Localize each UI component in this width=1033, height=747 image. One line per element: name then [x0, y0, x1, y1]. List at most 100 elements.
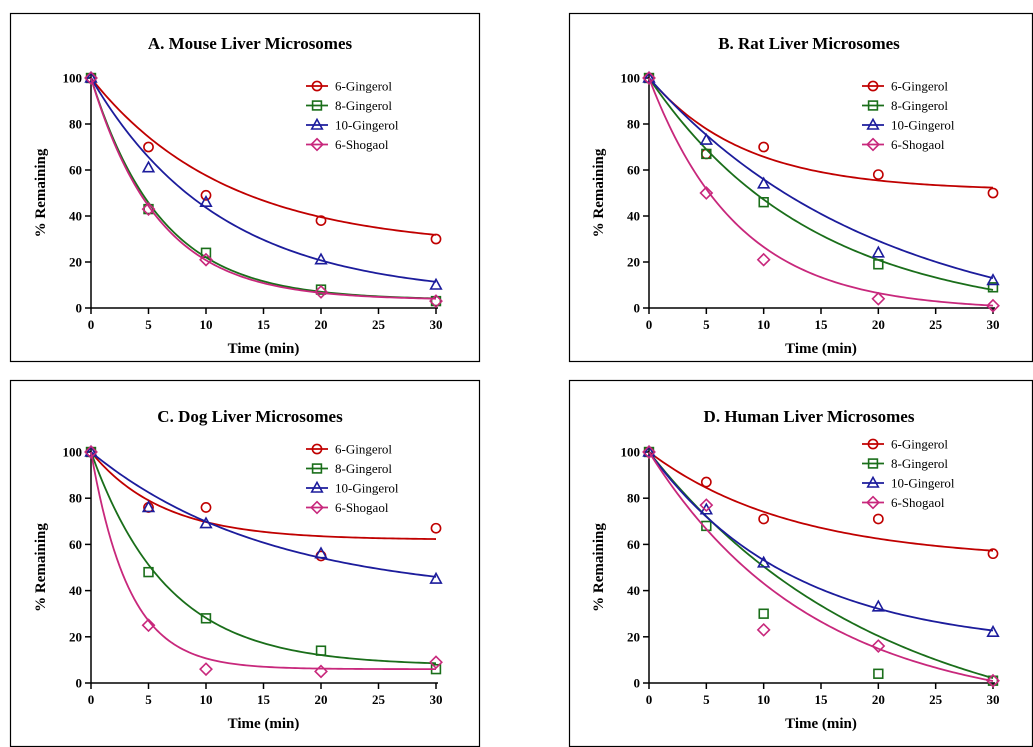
series-10-gingerol	[642, 70, 1000, 286]
data-point-8-gingerol	[873, 259, 884, 270]
data-point-8-gingerol	[758, 608, 769, 619]
panel-frame	[9, 12, 481, 363]
y-tick-label: 20	[69, 629, 82, 644]
series-6-shogaol	[84, 71, 443, 309]
legend-marker-6-shogaol	[310, 137, 324, 152]
y-axis-label: % Remaining	[33, 523, 49, 612]
fit-curve-6-gingerol	[90, 77, 437, 236]
data-point-8-gingerol	[200, 613, 212, 624]
legend-marker-6-shogaol	[866, 495, 880, 510]
legend-marker-6-gingerol	[867, 80, 879, 92]
legend-label-6-gingerol: 6-Gingerol	[891, 437, 948, 452]
legend-marker-6-shogaol	[866, 137, 880, 152]
y-tick-label: 100	[621, 445, 641, 460]
data-point-10-gingerol	[429, 571, 443, 584]
panel-b-rat-liver-microsomes: B. Rat Liver Microsomes 0 20 40 60 80 100 0 5 10 1…	[568, 12, 1033, 363]
x-tick-label: 30	[987, 692, 1000, 707]
x-tick-label: 30	[430, 317, 443, 332]
y-axis-label: % Remaining	[33, 148, 49, 237]
panel-d-human-liver-microsomes: D. Human Liver Microsomes 0 20 40 60 80 100 0 5 1…	[568, 379, 1033, 747]
data-point-6-shogaol	[871, 639, 886, 653]
x-tick-label: 5	[145, 317, 152, 332]
x-tick-label: 5	[703, 692, 710, 707]
fit-curve-10-gingerol	[90, 451, 437, 578]
x-tick-label: 5	[703, 317, 710, 332]
data-point-6-shogaol	[199, 662, 213, 677]
legend-label-6-shogaol: 6-Shogaol	[335, 500, 389, 515]
y-tick-label: 40	[69, 209, 82, 224]
x-tick-label: 25	[372, 317, 386, 332]
data-point-8-gingerol	[758, 197, 769, 208]
x-tick-label: 15	[815, 692, 829, 707]
x-tick-label: 20	[315, 692, 328, 707]
data-point-10-gingerol	[429, 277, 443, 290]
y-tick-label: 100	[63, 445, 83, 460]
legend-label-8-gingerol: 8-Gingerol	[335, 461, 392, 476]
x-tick-label: 25	[929, 317, 943, 332]
data-point-10-gingerol	[986, 624, 1000, 637]
legend-marker-8-gingerol	[867, 100, 879, 111]
y-tick-label: 60	[627, 537, 640, 552]
data-point-6-shogaol	[642, 71, 656, 85]
x-tick-label: 20	[872, 317, 885, 332]
x-tick-label: 25	[929, 692, 943, 707]
y-tick-label: 100	[621, 71, 641, 86]
data-point-10-gingerol	[871, 599, 885, 612]
data-point-6-gingerol	[987, 187, 999, 199]
data-point-10-gingerol	[757, 555, 771, 568]
data-point-8-gingerol	[143, 566, 154, 578]
fit-curve-6-shogaol	[90, 451, 436, 671]
data-point-8-gingerol	[315, 645, 327, 656]
data-point-6-shogaol	[84, 445, 98, 459]
data-point-8-gingerol	[873, 668, 884, 679]
legend-label-10-gingerol: 10-Gingerol	[891, 118, 955, 133]
data-point-10-gingerol	[84, 70, 98, 83]
x-tick-label: 15	[257, 692, 271, 707]
data-point-6-shogaol	[141, 618, 156, 633]
data-point-6-shogaol	[871, 291, 886, 306]
x-tick-label: 5	[145, 692, 152, 707]
data-point-6-shogaol	[429, 294, 443, 309]
x-axis-label: Time (min)	[785, 716, 857, 732]
x-tick-label: 30	[987, 317, 1000, 332]
chart-title: B. Rat Liver Microsomes	[718, 34, 900, 53]
data-point-6-shogaol	[699, 186, 714, 200]
legend-label-6-gingerol: 6-Gingerol	[335, 79, 392, 94]
legend-marker-10-gingerol	[866, 475, 880, 488]
y-tick-label: 0	[634, 676, 641, 691]
x-tick-label: 10	[757, 317, 770, 332]
panel-frame	[568, 379, 1033, 747]
y-tick-label: 100	[63, 71, 83, 86]
x-tick-label: 20	[872, 692, 885, 707]
chart-title: C. Dog Liver Microsomes	[157, 407, 343, 426]
legend-label-8-gingerol: 8-Gingerol	[335, 98, 392, 113]
chart-title: A. Mouse Liver Microsomes	[148, 34, 353, 53]
y-tick-label: 0	[634, 301, 641, 316]
fit-curve-6-gingerol	[648, 77, 994, 189]
legend-marker-8-gingerol	[311, 463, 323, 474]
x-tick-label: 0	[646, 692, 653, 707]
fit-curve-8-gingerol	[90, 451, 437, 665]
data-point-6-gingerol	[315, 215, 327, 226]
legend-label-8-gingerol: 8-Gingerol	[891, 456, 948, 471]
y-tick-label: 40	[627, 583, 640, 598]
y-tick-label: 0	[76, 301, 83, 316]
data-point-10-gingerol	[141, 160, 156, 173]
x-tick-label: 0	[88, 317, 95, 332]
data-point-10-gingerol	[757, 176, 771, 189]
legend: 6-Gingerol 8-Gingerol 10-Gingerol 6-Shogaol	[862, 437, 955, 510]
x-tick-label: 15	[257, 317, 271, 332]
data-point-10-gingerol	[314, 252, 328, 265]
x-tick-label: 25	[372, 692, 386, 707]
data-point-6-gingerol	[758, 141, 770, 153]
data-point-6-gingerol	[872, 169, 884, 180]
legend-marker-8-gingerol	[867, 458, 879, 469]
data-point-6-shogaol	[756, 252, 771, 267]
legend-marker-10-gingerol	[310, 480, 324, 493]
data-point-6-shogaol	[986, 673, 1000, 688]
data-point-6-gingerol	[700, 476, 712, 488]
y-tick-label: 20	[69, 255, 82, 270]
legend-label-10-gingerol: 10-Gingerol	[335, 481, 399, 496]
y-tick-label: 80	[69, 117, 82, 132]
data-point-8-gingerol	[987, 282, 999, 293]
